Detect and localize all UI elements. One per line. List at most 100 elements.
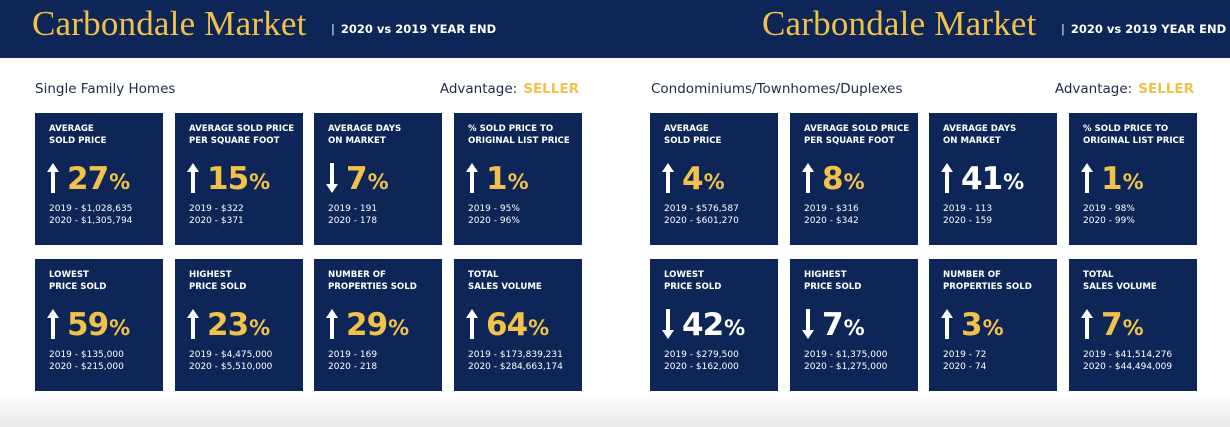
percent-symbol: % [249,316,270,340]
stat-label-line1: AVERAGE SOLD PRICE [189,124,295,134]
stat-label-line2: SALES VOLUME [468,282,542,292]
stat-2019-value: 2019 - 72 [943,350,987,360]
percent-symbol: % [703,170,725,194]
arrow-up-icon [187,163,199,193]
percent-symbol: % [249,170,270,194]
stat-label: % SOLD PRICE TO ORIGINAL LIST PRICE [468,123,580,147]
stat-card: HIGHEST PRICE SOLD 23% 2019 - $4,475,000 202… [175,259,303,391]
stat-card: LOWEST PRICE SOLD 42% 2019 - $279,500 2020 -… [650,259,778,391]
stat-label-line2: ORIGINAL LIST PRICE [468,136,570,146]
stat-label: AVERAGE SOLD PRICE PER SQUARE FOOT [804,123,916,147]
stat-label-line2: ORIGINAL LIST PRICE [1083,136,1185,146]
stat-2019-value: 2019 - 169 [328,350,378,360]
stat-percent: 1% [1101,161,1144,200]
stat-2020-value: 2020 - 96% [468,216,520,226]
stat-percent: 59% [67,307,130,346]
report-subtitle: | 2020 vs 2019 YEAR END [1061,22,1226,36]
stat-label: AVERAGE SOLD PRICE [664,123,776,147]
stat-card: NUMBER OF PROPERTIES SOLD 3% 2019 - 72 2020 … [929,259,1057,391]
header-banner: Carbondale Market | 2020 vs 2019 YEAR END [0,0,615,58]
advantage-indicator: Advantage: SELLER [1055,81,1194,97]
stat-percent: 15% [207,161,270,200]
stat-2020-value: 2020 - $1,275,000 [804,362,888,372]
stat-2020-value: 2020 - $162,000 [664,362,739,372]
stat-card: AVERAGE SOLD PRICE PER SQUARE FOOT 8% 2019 … [790,113,918,245]
stat-2020-value: 2020 - 99% [1083,216,1135,226]
stat-2019-value: 2019 - $279,500 [664,350,739,360]
stat-label-line1: HIGHEST [804,270,847,280]
stat-label-line2: PER SQUARE FOOT [189,136,280,146]
stat-2020-value: 2020 - $601,270 [664,216,739,226]
percent-symbol: % [843,170,865,194]
arrow-up-icon [47,163,59,193]
stat-percent: 7% [1101,307,1144,346]
stat-2019-value: 2019 - $173,839,231 [468,350,563,360]
stat-label: AVERAGE SOLD PRICE PER SQUARE FOOT [189,123,301,147]
stat-2020-value: 2020 - 218 [328,362,378,372]
stat-2019-value: 2019 - $316 [804,204,859,214]
stat-card: AVERAGE DAYS ON MARKET 41% 2019 - 113 2020 -… [929,113,1057,245]
arrow-down-icon [662,309,674,339]
stat-2020-value: 2020 - $215,000 [49,362,124,372]
stat-label: LOWEST PRICE SOLD [664,269,776,293]
arrow-up-icon [1081,163,1093,193]
arrow-up-icon [466,309,478,339]
subtitle-separator: | [1061,22,1065,36]
percent-symbol: % [109,170,130,194]
stat-label-line2: SOLD PRICE [664,136,722,146]
stat-2019-value: 2019 - $322 [189,204,244,214]
percent-symbol: % [388,316,409,340]
stat-percent: 29% [346,307,409,346]
stat-card: TOTAL SALES VOLUME 64% 2019 - $173,839,231 2… [454,259,582,391]
stat-percent-value: 7 [346,161,368,197]
category-heading: Single Family Homes [35,81,176,97]
stat-label: HIGHEST PRICE SOLD [804,269,916,293]
stat-label-line2: PRICE SOLD [804,282,862,292]
brand-title: Carbondale Market [32,4,307,43]
stat-label-line2: PER SQUARE FOOT [804,136,895,146]
header-banner: Carbondale Market | 2020 vs 2019 YEAR END [615,0,1230,58]
arrow-up-icon [326,309,338,339]
stat-card: AVERAGE DAYS ON MARKET 7% 2019 - 191 2020 - … [314,113,442,245]
stat-2020-value: 2020 - $5,510,000 [189,362,273,372]
stat-label-line1: AVERAGE [664,124,709,134]
percent-symbol: % [1003,170,1024,194]
stat-label-line1: % SOLD PRICE TO [1083,124,1169,134]
stat-label: AVERAGE DAYS ON MARKET [328,123,440,147]
stat-percent-value: 7 [1101,307,1123,343]
stat-percent: 1% [486,161,529,200]
stat-label-line2: PRICE SOLD [49,282,107,292]
stat-2019-value: 2019 - 95% [468,204,520,214]
stat-label-line1: AVERAGE SOLD PRICE [804,124,910,134]
stat-percent-value: 27 [67,161,109,197]
advantage-indicator: Advantage: SELLER [440,81,579,97]
percent-symbol: % [843,316,865,340]
stat-label: TOTAL SALES VOLUME [468,269,580,293]
stat-2019-value: 2019 - $1,028,635 [49,204,133,214]
stat-label-line2: PRICE SOLD [664,282,722,292]
stat-percent-value: 1 [486,161,508,197]
stat-label-line1: NUMBER OF [943,270,1001,280]
stat-2020-value: 2020 - $284,663,174 [468,362,563,372]
stat-card: AVERAGE SOLD PRICE 27% 2019 - $1,028,635 202… [35,113,163,245]
stat-percent: 8% [822,161,865,200]
stat-percent: 4% [682,161,725,200]
stat-percent: 23% [207,307,270,346]
stat-label: NUMBER OF PROPERTIES SOLD [943,269,1055,293]
stat-label-line2: ON MARKET [328,136,386,146]
arrow-up-icon [1081,309,1093,339]
stat-2020-value: 2020 - $342 [804,216,859,226]
percent-symbol: % [109,316,130,340]
stat-label-line2: ON MARKET [943,136,1001,146]
stat-percent: 3% [961,307,1004,346]
stat-2020-value: 2020 - 159 [943,216,993,226]
stat-card: AVERAGE SOLD PRICE PER SQUARE FOOT 15% 2019… [175,113,303,245]
stat-percent-value: 23 [207,307,249,343]
stat-2020-value: 2020 - $1,305,794 [49,216,133,226]
percent-symbol: % [367,170,389,194]
stat-label: AVERAGE SOLD PRICE [49,123,161,147]
stat-percent: 7% [346,161,389,200]
arrow-up-icon [466,163,478,193]
stat-label-line2: SALES VOLUME [1083,282,1157,292]
